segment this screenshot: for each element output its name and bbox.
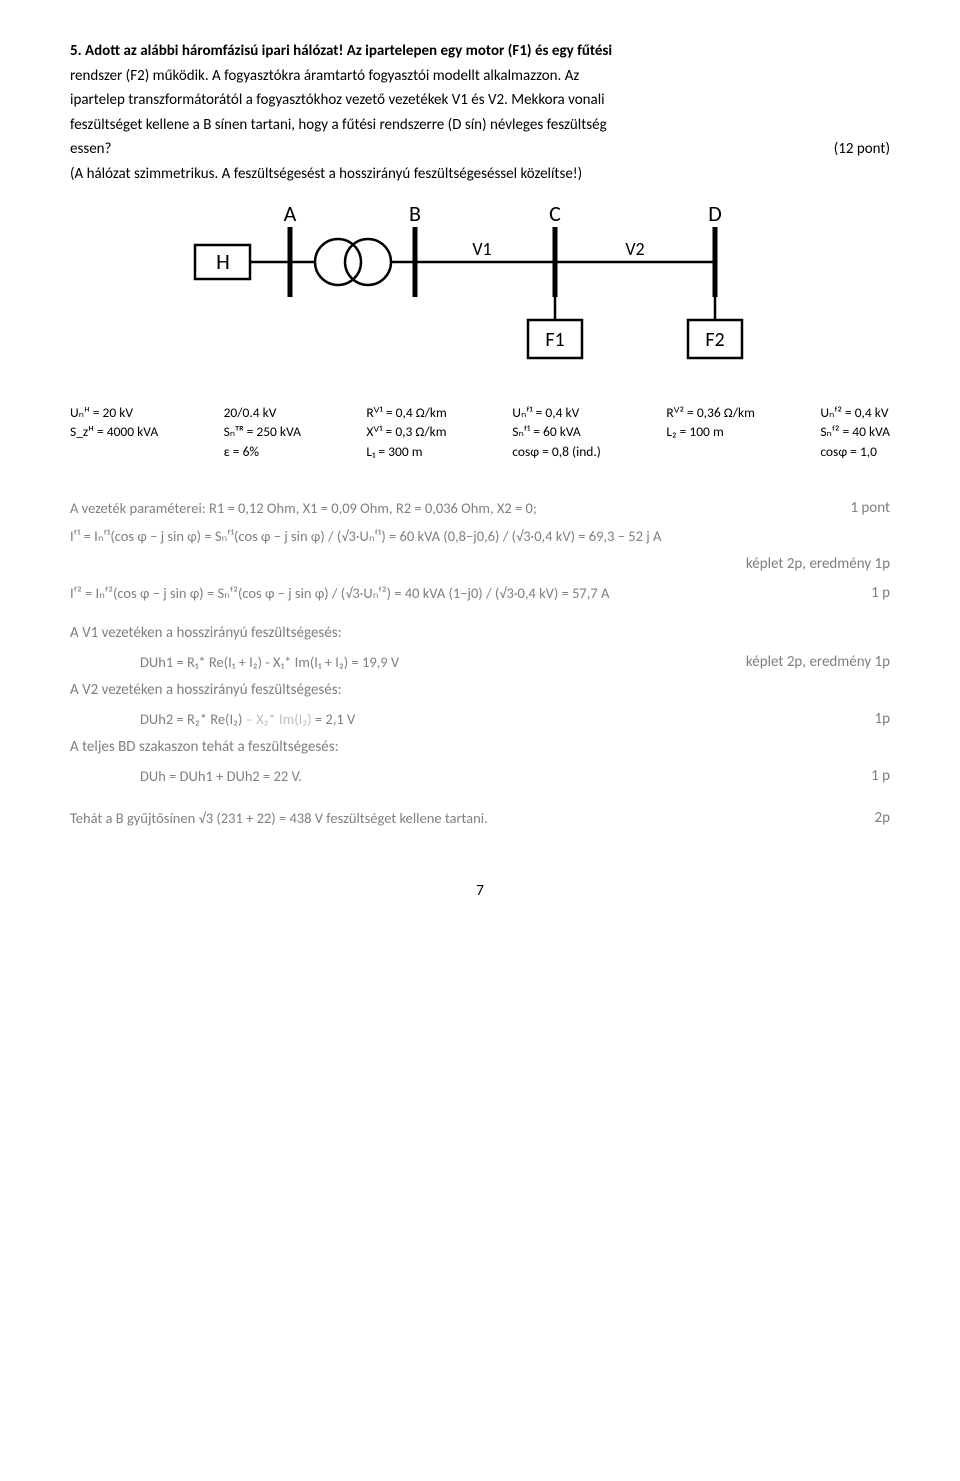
network-diagram: H A B C D V1 V2 F1 F2	[70, 205, 890, 383]
solution-text: DUh = DUh1 + DUh2 = 22 V.	[140, 766, 302, 788]
solution-points: 1 pont	[850, 497, 890, 520]
param-value: Sₙᶠ² = 40 kVA	[820, 422, 890, 442]
solution-line-params: A vezeték paraméterei: R1 = 0,12 Ohm, X1…	[70, 497, 890, 520]
solution-block: A vezeték paraméterei: R1 = 0,12 Ohm, X1…	[70, 497, 890, 830]
problem-line: ipartelep transzformátorától a fogyasztó…	[70, 89, 890, 112]
param-col-6: Uₙᶠ² = 0,4 kV Sₙᶠ² = 40 kVA cosφ = 1,0	[820, 403, 890, 462]
param-value: Uₙᶠ² = 0,4 kV	[820, 403, 890, 423]
param-value: Uₙᴴ = 20 kV	[70, 403, 158, 423]
solution-text: Iᶠ² = Iₙᶠ²(cos φ − j sin φ) = Sₙᶠ²(cos φ…	[70, 583, 609, 605]
solution-points: képlet 2p, eredmény 1p	[746, 553, 890, 576]
problem-line: rendszer (F2) működik. A fogyasztókra ár…	[70, 65, 890, 88]
solution-points: 1 p	[871, 582, 890, 605]
solution-points: képlet 2p, eredmény 1p	[746, 651, 890, 674]
param-value: L₂ = 100 m	[666, 422, 755, 442]
diagram-label-F1: F1	[545, 328, 564, 352]
page-number: 7	[70, 880, 890, 903]
diagram-label-A: A	[284, 205, 297, 227]
solution-text-b: = 2,1 V	[312, 710, 356, 728]
param-value: Sₙᶠ¹ = 60 kVA	[512, 422, 601, 442]
diagram-label-H: H	[216, 248, 230, 275]
solution-text: DUh1 = R₁* Re(I₁ + I₂) - X₁* Im(I₁ + I₂)…	[140, 652, 399, 674]
solution-text-a: DUh2 = R₂* Re(I₂)	[140, 710, 246, 728]
param-value: L₁ = 300 m	[366, 442, 447, 462]
param-value: cosφ = 1,0	[820, 442, 890, 462]
param-value: Rⱽ² = 0,36 Ω/km	[666, 403, 755, 423]
solution-text: A vezeték paraméterei: R1 = 0,12 Ohm, X1…	[70, 498, 537, 520]
solution-text: DUh2 = R₂* Re(I₂) – X₂* Im(I₂) = 2,1 V	[140, 709, 355, 731]
param-value: Uₙᶠ¹ = 0,4 kV	[512, 403, 601, 423]
param-value: S_zᴴ = 4000 kVA	[70, 422, 158, 442]
solution-BD-label: A teljes BD szakaszon tehát a feszültség…	[70, 736, 890, 759]
diagram-label-F2: F2	[705, 328, 724, 352]
problem-text-5: essen?	[70, 140, 112, 158]
problem-line: 5. Adott az alábbi háromfázisú ipari hál…	[70, 40, 890, 63]
param-col-3: Rⱽ¹ = 0,4 Ω/km Xⱽ¹ = 0,3 Ω/km L₁ = 300 m	[366, 403, 447, 462]
diagram-label-D: D	[708, 205, 722, 227]
solution-points: 1p	[875, 708, 890, 731]
problem-line: feszültséget kellene a B sínen tartani, …	[70, 114, 890, 137]
solution-text: Tehát a B gyűjtősínen √3 (231 + 22) = 43…	[70, 808, 488, 830]
param-value: 20/0.4 kV	[224, 403, 301, 423]
problem-text-1: 5. Adott az alábbi háromfázisú ipari hál…	[70, 42, 612, 60]
diagram-label-B: B	[409, 205, 421, 227]
param-col-1: Uₙᴴ = 20 kV S_zᴴ = 4000 kVA	[70, 403, 158, 462]
param-value: cosφ = 0,8 (ind.)	[512, 442, 601, 462]
solution-IF2: Iᶠ² = Iₙᶠ²(cos φ − j sin φ) = Sₙᶠ²(cos φ…	[70, 582, 890, 605]
solution-text-faded: – X₂* Im(I₂)	[246, 710, 312, 728]
param-col-4: Uₙᶠ¹ = 0,4 kV Sₙᶠ¹ = 60 kVA cosφ = 0,8 (…	[512, 403, 601, 462]
problem-line: essen? (12 pont)	[70, 138, 890, 161]
param-value: ε = 6%	[224, 442, 301, 462]
param-value: Sₙᵀᴿ = 250 kVA	[224, 422, 301, 442]
diagram-label-V2: V2	[625, 238, 644, 260]
solution-DUh2: DUh2 = R₂* Re(I₂) – X₂* Im(I₂) = 2,1 V 1…	[70, 708, 890, 731]
solution-DUh: DUh = DUh1 + DUh2 = 22 V. 1 p	[70, 765, 890, 788]
solution-points: 1 p	[871, 765, 890, 788]
solution-V1-label: A V1 vezetéken a hosszirányú feszültsége…	[70, 622, 890, 645]
solution-IF1: Iᶠ¹ = Iₙᶠ¹(cos φ − j sin φ) = Sₙᶠ¹(cos φ…	[70, 526, 890, 548]
param-value: Rⱽ¹ = 0,4 Ω/km	[366, 403, 447, 423]
solution-IF1-rhs: képlet 2p, eredmény 1p	[70, 553, 890, 576]
param-value: Xⱽ¹ = 0,3 Ω/km	[366, 422, 447, 442]
solution-DUh1: DUh1 = R₁* Re(I₁ + I₂) - X₁* Im(I₁ + I₂)…	[70, 651, 890, 674]
problem-points: (12 pont)	[834, 138, 890, 161]
problem-note: (A hálózat szimmetrikus. A feszültségesé…	[70, 163, 890, 186]
solution-points: 2p	[875, 807, 890, 830]
diagram-label-V1: V1	[472, 238, 491, 260]
solution-V2-label: A V2 vezetéken a hosszirányú feszültsége…	[70, 679, 890, 702]
diagram-label-C: C	[549, 205, 561, 227]
param-col-2: 20/0.4 kV Sₙᵀᴿ = 250 kVA ε = 6%	[224, 403, 301, 462]
param-col-5: Rⱽ² = 0,36 Ω/km L₂ = 100 m	[666, 403, 755, 462]
parameter-row: Uₙᴴ = 20 kV S_zᴴ = 4000 kVA 20/0.4 kV Sₙ…	[70, 403, 890, 462]
problem-statement: 5. Adott az alábbi háromfázisú ipari hál…	[70, 40, 890, 185]
solution-final: Tehát a B gyűjtősínen √3 (231 + 22) = 43…	[70, 807, 890, 830]
